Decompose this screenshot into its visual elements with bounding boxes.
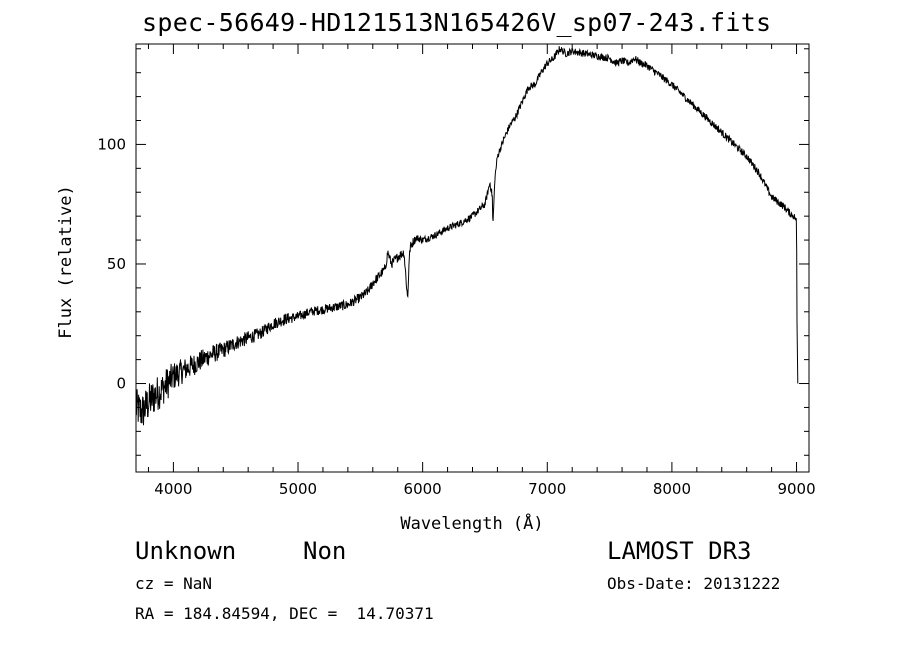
- x-tick-label: 6000: [404, 480, 442, 498]
- y-tick-label: 50: [107, 255, 126, 273]
- y-tick-label: 100: [97, 135, 126, 153]
- redshift-cz: cz = NaN: [135, 574, 213, 593]
- x-tick-label: 4000: [154, 480, 192, 498]
- plot-frame: [135, 43, 810, 473]
- object-class: Unknown: [135, 537, 237, 565]
- axis-tick-labels: 4000 5000 6000 7000 8000 9000 0 50 100: [97, 135, 815, 498]
- x-tick-label: 7000: [528, 480, 566, 498]
- y-axis-label: Flux (relative): [56, 185, 76, 339]
- spectrum-series: [135, 46, 799, 426]
- x-tick-label: 9000: [777, 480, 815, 498]
- x-axis-label: Wavelength (Å): [400, 512, 543, 534]
- y-tick-label: 0: [116, 375, 126, 393]
- axis-ticks: [136, 44, 809, 472]
- x-tick-label: 8000: [653, 480, 691, 498]
- x-tick-label: 5000: [279, 480, 317, 498]
- ra-dec: RA = 184.84594, DEC = 14.70371: [135, 604, 434, 623]
- survey-name: LAMOST DR3: [607, 537, 752, 565]
- object-subclass: Non: [303, 537, 347, 565]
- obs-date: Obs-Date: 20131222: [607, 574, 781, 593]
- chart-title: spec-56649-HD121513N165426V_sp07-243.fit…: [142, 8, 772, 37]
- spectrum-line: [135, 46, 799, 426]
